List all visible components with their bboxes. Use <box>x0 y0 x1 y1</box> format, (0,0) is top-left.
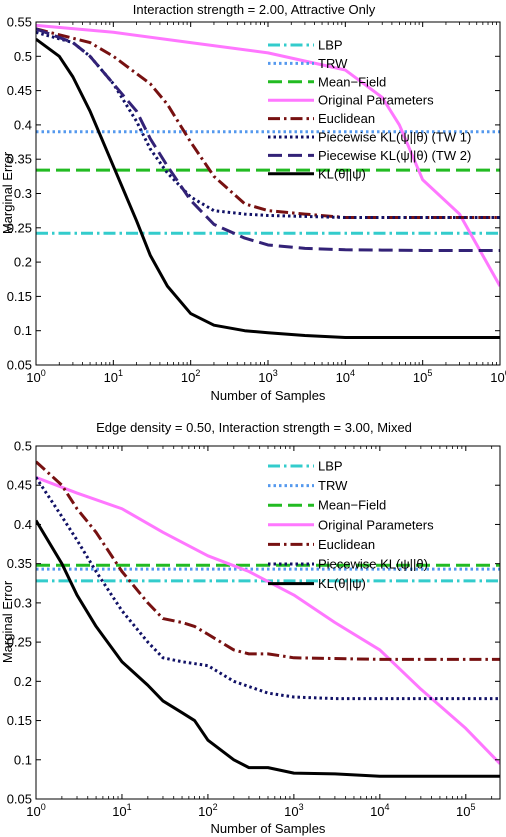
chart-top-legend-label-original-parameters: Original Parameters <box>318 93 434 108</box>
chart-top-legend-label-kl: KL(θ||ψ) <box>318 166 366 181</box>
chart-bottom-x-tick-label: 105 <box>456 802 475 819</box>
chart-bottom-y-tick-label: 0.5 <box>14 439 32 454</box>
chart-bottom-legend-label-lbp: LBP <box>318 459 343 474</box>
chart-bottom-x-tick-label: 104 <box>370 802 389 819</box>
chart-top-legend-label-euclidean: Euclidean <box>318 111 375 126</box>
chart-top-y-tick-label: 0.1 <box>14 323 32 338</box>
chart-top-y-tick-label: 0.3 <box>14 186 32 201</box>
chart-top: Interaction strength = 2.00, Attractive … <box>0 2 506 403</box>
chart-bottom-title: Edge density = 0.50, Interaction strengt… <box>96 420 412 435</box>
chart-bottom-x-tick-label: 100 <box>26 802 45 819</box>
chart-top-y-tick-label: 0.2 <box>14 255 32 270</box>
chart-top-legend-label-piecewise-kl-tw-2: Piecewise KL(ψ||θ) (TW 2) <box>318 148 471 163</box>
chart-bottom-legend-label-original-parameters: Original Parameters <box>318 517 434 532</box>
chart-bottom-y-axis-label: Marginal Error <box>0 580 15 663</box>
chart-top-x-tick-label: 104 <box>336 368 355 385</box>
chart-top-y-tick-label: 0.05 <box>7 358 32 373</box>
chart-bottom: Edge density = 0.50, Interaction strengt… <box>0 420 501 836</box>
chart-top-x-tick-label: 103 <box>258 368 277 385</box>
chart-top-plot-area <box>36 22 500 365</box>
chart-bottom-y-tick-label: 0.15 <box>7 713 32 728</box>
chart-bottom-y-tick-label: 0.35 <box>7 556 32 571</box>
chart-bottom-series-line-piecewise-kl <box>36 476 500 701</box>
chart-bottom-y-tick-label: 0.1 <box>14 752 32 767</box>
chart-bottom-legend-label-trw: TRW <box>318 478 348 493</box>
chart-top-y-tick-label: 0.35 <box>7 152 32 167</box>
chart-bottom-y-tick-label: 0.4 <box>14 517 32 532</box>
chart-top-y-tick-label: 0.5 <box>14 49 32 64</box>
chart-bottom-legend-label-mean-field: Mean−Field <box>318 498 386 513</box>
chart-top-legend-label-piecewise-kl-tw-1: Piecewise KL(ψ||θ) (TW 1) <box>318 130 471 145</box>
chart-bottom-series-line-euclidean <box>36 460 500 661</box>
chart-top-x-tick-label: 102 <box>181 368 200 385</box>
chart-bottom-x-tick-label: 103 <box>284 802 303 819</box>
chart-bottom-legend-label-kl: KL(θ||ψ) <box>318 576 366 591</box>
chart-top-y-tick-label: 0.4 <box>14 117 32 132</box>
chart-top-y-tick-label: 0.15 <box>7 289 32 304</box>
chart-top-x-axis-label: Number of Samples <box>211 388 326 403</box>
chart-bottom-y-tick-label: 0.25 <box>7 635 32 650</box>
chart-bottom-x-axis-label: Number of Samples <box>211 821 326 836</box>
chart-top-legend-label-trw: TRW <box>318 56 348 71</box>
chart-top-legend-label-mean-field: Mean−Field <box>318 74 386 89</box>
chart-bottom-y-tick-label: 0.3 <box>14 595 32 610</box>
chart-top-series-line-kl <box>36 37 500 340</box>
chart-top-y-tick-label: 0.45 <box>7 83 32 98</box>
chart-bottom-x-tick-label: 101 <box>112 802 131 819</box>
chart-top-y-axis-label: Marginal Error <box>0 151 15 234</box>
chart-bottom-legend-label-euclidean: Euclidean <box>318 537 375 552</box>
chart-top-title: Interaction strength = 2.00, Attractive … <box>133 2 376 17</box>
chart-top-series-line-original-parameters <box>36 23 500 287</box>
chart-top-legend-label-lbp: LBP <box>318 38 343 53</box>
chart-top-x-tick-label: 101 <box>104 368 123 385</box>
chart-top-x-tick-label: 106 <box>490 368 506 385</box>
chart-bottom-series-line-kl <box>36 519 500 778</box>
chart-top-x-tick-label: 100 <box>26 368 45 385</box>
chart-top-series-line-piecewise-kl-tw-2 <box>36 27 500 252</box>
chart-top-y-tick-label: 0.25 <box>7 220 32 235</box>
chart-bottom-y-tick-label: 0.2 <box>14 674 32 689</box>
chart-bottom-y-tick-label: 0.45 <box>7 478 32 493</box>
chart-bottom-x-tick-label: 102 <box>198 802 217 819</box>
chart-top-y-tick-label: 0.55 <box>7 15 32 30</box>
chart-top-x-tick-label: 105 <box>413 368 432 385</box>
chart-bottom-plot-area <box>36 446 500 799</box>
chart-bottom-legend-label-piecewise-kl: Piecewise KL(ψ||θ) <box>318 557 428 572</box>
chart-bottom-y-tick-label: 0.05 <box>7 792 32 807</box>
